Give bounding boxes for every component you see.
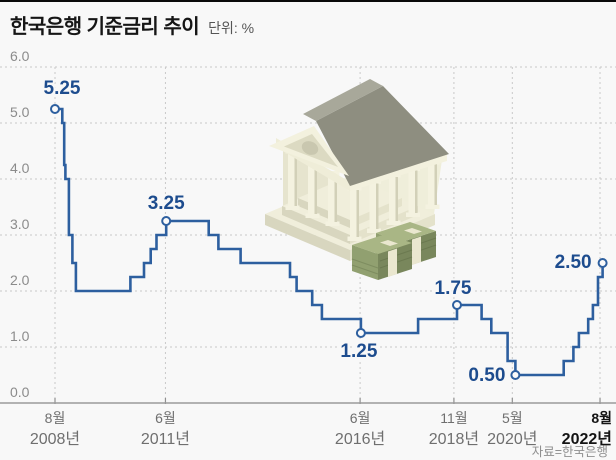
- data-point-label: 1.25: [340, 341, 377, 362]
- rate-line: [55, 107, 604, 377]
- data-point-marker: [161, 216, 172, 226]
- base-rate-step-line: [55, 107, 604, 377]
- y-tick-label: 5.0: [10, 104, 30, 120]
- y-tick-label: 4.0: [10, 160, 30, 176]
- x-tick-year: 2022년: [562, 429, 612, 448]
- data-point-label: 0.50: [468, 365, 505, 386]
- x-tick-month: 11월: [440, 410, 467, 426]
- bank-building-icon: [265, 79, 449, 280]
- x-tick-month: 6월: [155, 410, 176, 426]
- x-tick-year: 2018년: [429, 430, 479, 448]
- x-tick-month: 8월: [45, 410, 66, 426]
- data-point-marker: [510, 370, 521, 380]
- data-point-marker: [597, 258, 608, 268]
- y-tick-label: 0.0: [10, 384, 30, 400]
- x-tick-year: 2011년: [141, 430, 190, 448]
- y-tick-label: 2.0: [10, 272, 30, 288]
- y-tick-label: 3.0: [10, 216, 30, 232]
- y-tick-label: 1.0: [10, 328, 30, 344]
- x-axis: 8월 2008년 6월 2011년 6월 2016년 11월 2018년 5월 2020년 8월 20…: [0, 46, 616, 448]
- gridlines: [0, 66, 616, 403]
- chart-header: 한국은행 기준금리 추이 단위: %: [10, 10, 254, 39]
- data-point-label: 5.25: [44, 78, 81, 99]
- unit-label: 단위: %: [208, 20, 255, 36]
- data-point-marker: [355, 328, 366, 338]
- x-tick-month: 6월: [350, 410, 371, 426]
- data-point-marker: [452, 300, 462, 310]
- data-labels: 5.25 3.25 1.25 1.75 0.50 2.50: [42, 76, 608, 388]
- data-point-marker: [50, 104, 60, 114]
- x-tick-year: 2020년: [487, 430, 537, 448]
- data-point-label: 2.50: [555, 252, 592, 273]
- money-stack-icon: [351, 222, 437, 280]
- x-tick-month: 5월: [502, 410, 523, 426]
- data-point-label: 1.75: [435, 278, 472, 299]
- x-tick-year: 2016년: [335, 430, 385, 448]
- chart-title: 한국은행 기준금리 추이: [10, 16, 200, 38]
- x-tick-year: 2008년: [30, 430, 80, 448]
- bank-roof: [316, 86, 449, 186]
- x-tick-month: 8월: [591, 410, 612, 426]
- y-tick-label: 6.0: [10, 48, 30, 64]
- source-credit: 자료=한국은행: [532, 444, 608, 459]
- data-point-label: 3.25: [148, 193, 185, 214]
